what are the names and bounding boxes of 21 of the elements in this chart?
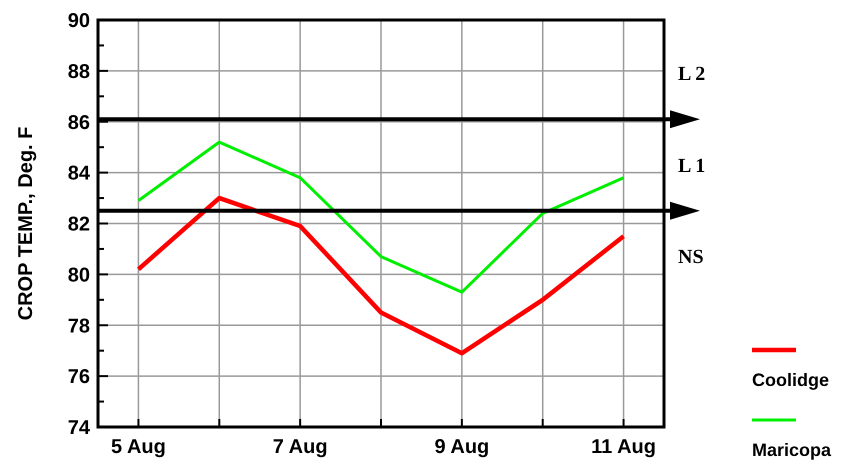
legend-label: Maricopa: [752, 440, 832, 460]
y-tick-label: 74: [68, 417, 91, 439]
x-tick-label: 7 Aug: [272, 436, 328, 458]
y-tick-label: 84: [68, 162, 91, 185]
y-axis-title: CROP TEMP., Deg. F: [15, 126, 37, 320]
legend-label: Coolidge: [752, 370, 829, 390]
x-tick-label: 9 Aug: [434, 436, 490, 458]
y-tick-label: 78: [68, 315, 90, 338]
y-tick-label: 82: [68, 214, 90, 236]
y-tick-label: 90: [68, 10, 90, 32]
x-tick-label: 5 Aug: [111, 436, 166, 458]
y-tick-label: 76: [68, 366, 90, 388]
y-tick-label: 88: [68, 60, 90, 83]
text: L 2: [678, 63, 706, 86]
y-tick-label: 80: [68, 264, 90, 286]
x-tick-label: 11 Aug: [591, 436, 656, 458]
text: NS: [678, 246, 704, 268]
text: L 1: [678, 154, 706, 177]
y-tick-label: 86: [68, 112, 90, 134]
line-series: [136, 140, 626, 294]
line-series: [136, 196, 626, 356]
